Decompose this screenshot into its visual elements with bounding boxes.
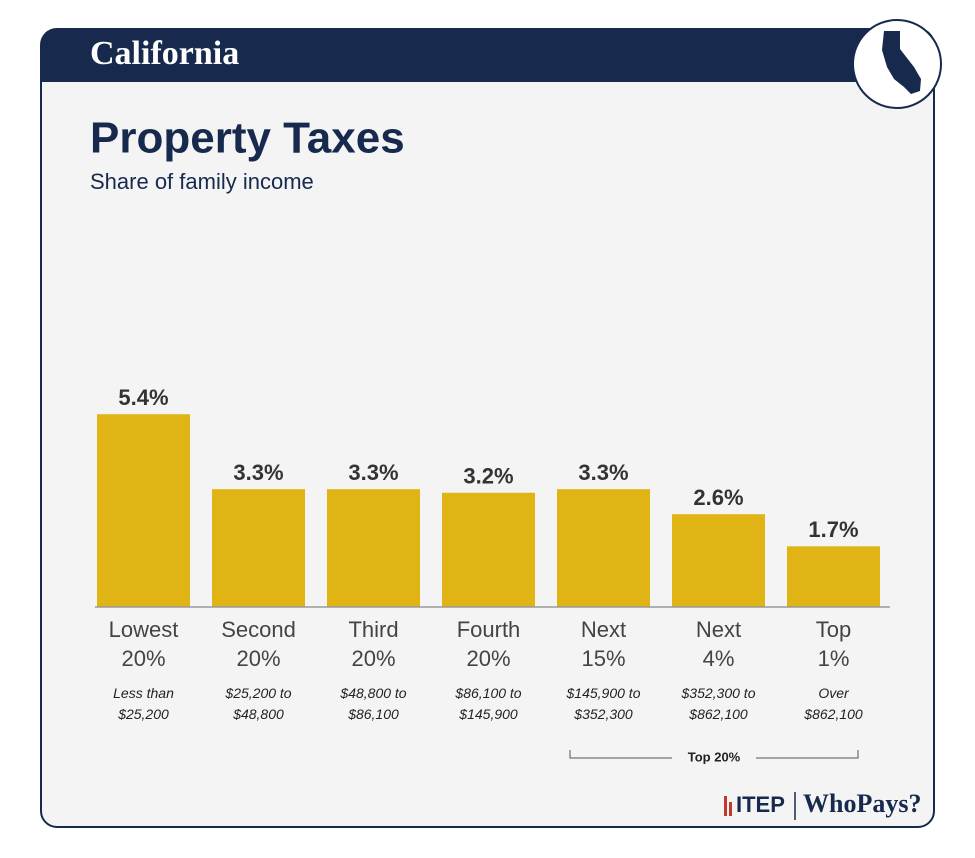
chart-subtitle: Share of family income [90,169,314,194]
logo-whopays: WhoPays? [803,789,921,818]
income-range: $48,800 to $86,100 [339,685,406,722]
value-label: 3.3% [578,460,628,485]
income-range: $86,100 to $145,900 [454,685,521,722]
income-range: Over $862,100 [803,685,863,722]
value-label: 5.4% [118,385,168,410]
x-tick-label: Lowest 20% [109,617,179,671]
income-range: $352,300 to $862,100 [681,685,756,722]
bar [97,414,190,607]
income-range: $145,900 to $352,300 [566,685,641,722]
bracket-label: Top 20% [688,749,741,764]
bar [442,492,535,607]
bar [672,514,765,607]
x-tick-label: Next 4% [696,617,741,671]
income-range: $25,200 to $48,800 [224,685,291,722]
value-label: 3.3% [348,460,398,485]
bar [787,546,880,607]
chart-title: Property Taxes [90,114,405,163]
value-label: 3.3% [233,460,283,485]
value-label: 1.7% [808,517,858,542]
logo-bar [729,802,732,816]
bracket-gap [672,748,756,768]
x-tick-label: Third 20% [348,617,398,671]
x-tick-label: Top 1% [816,617,851,671]
bar [557,489,650,607]
x-tick-label: Second 20% [221,617,296,671]
bar [212,489,305,607]
state-outline [882,31,921,94]
header-title: California [90,35,239,72]
value-label: 2.6% [693,485,743,510]
bar [327,489,420,607]
header-band [41,29,934,82]
x-tick-label: Next 15% [581,617,626,671]
logo-itep: ITEP [736,792,785,817]
logo-bar [724,796,727,816]
x-tick-label: Fourth 20% [457,617,521,671]
value-label: 3.2% [463,464,513,489]
income-range: Less than $25,200 [113,685,174,722]
